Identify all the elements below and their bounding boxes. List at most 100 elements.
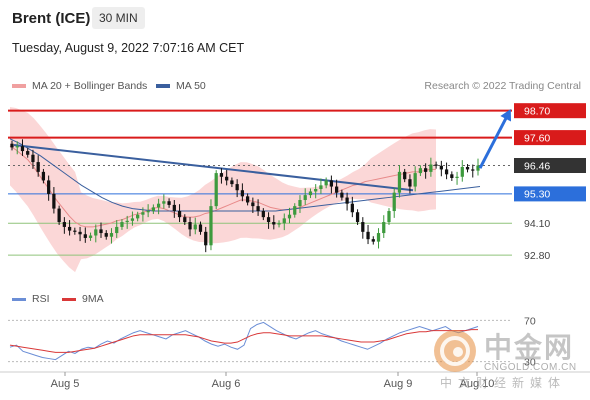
legend-ma50: MA 50	[156, 80, 206, 92]
x-tick-label: Aug 6	[212, 378, 241, 390]
candle	[188, 222, 192, 230]
candle	[52, 193, 56, 209]
legend-bollinger: MA 20 + Bollinger Bands	[12, 80, 147, 92]
ma20-line	[9, 145, 436, 228]
rsi-line	[9, 321, 479, 361]
trendline	[13, 143, 414, 192]
candle	[204, 231, 208, 246]
candle	[162, 201, 166, 204]
instrument-title: Brent (ICE)	[12, 10, 91, 27]
candle	[476, 165, 480, 171]
candle	[429, 164, 433, 172]
candle	[329, 180, 334, 187]
candle	[240, 190, 245, 197]
candle	[444, 169, 449, 175]
rsi-swatch	[12, 297, 26, 301]
watermark-tagline: 中文财经新媒体	[440, 376, 567, 390]
candle	[78, 231, 82, 235]
level-tag-98-70: 98.70	[524, 105, 550, 117]
candle	[471, 169, 475, 171]
candle	[235, 184, 239, 191]
chart-header: Brent (ICE) 30 MIN	[0, 0, 590, 36]
candle	[41, 171, 46, 181]
candle	[125, 220, 129, 223]
candle	[366, 231, 370, 240]
rsi-ma9-line	[9, 329, 478, 353]
level-tag-97-60: 97.60	[524, 132, 550, 144]
candle	[460, 166, 464, 177]
forecast-arrow	[478, 113, 510, 169]
candle	[146, 211, 150, 213]
candle	[340, 192, 344, 198]
x-tick-label: Aug 5	[51, 378, 80, 390]
candle	[36, 162, 40, 172]
level-tag-bg	[514, 186, 586, 202]
candle	[335, 186, 339, 193]
candle	[403, 171, 407, 180]
candle	[141, 212, 145, 215]
candle	[198, 224, 203, 232]
candle	[314, 189, 318, 192]
level-tag-95-30: 95.30	[524, 189, 550, 201]
candle	[183, 217, 187, 223]
ma9-swatch	[62, 297, 76, 301]
candle	[15, 146, 19, 148]
candle	[67, 226, 72, 231]
candle	[424, 168, 428, 172]
candle	[83, 234, 87, 238]
candle	[371, 239, 375, 242]
forecast-arrowhead	[500, 109, 512, 122]
candle	[298, 200, 302, 207]
candle	[151, 207, 155, 212]
candle	[308, 191, 313, 196]
candle	[277, 223, 281, 225]
legend-rsi-label: RSI	[32, 293, 50, 305]
candle	[31, 154, 35, 163]
candle	[177, 211, 182, 218]
candle	[214, 173, 218, 207]
candle	[287, 214, 292, 219]
ma50-swatch	[156, 84, 170, 88]
rsi-level-label: 30	[524, 357, 536, 369]
candle	[193, 224, 197, 230]
level-tag-bg	[514, 103, 586, 119]
candle	[109, 233, 114, 237]
candle	[282, 218, 286, 224]
candle	[209, 206, 213, 246]
candle	[20, 146, 25, 152]
legend-rsi: RSI	[12, 293, 50, 305]
candle	[62, 222, 66, 227]
cngold-logo-icon	[434, 330, 476, 372]
candle	[88, 235, 93, 238]
candle	[136, 214, 140, 219]
candle	[47, 180, 51, 194]
candle	[345, 197, 349, 204]
candle	[293, 206, 297, 215]
candle	[172, 204, 176, 212]
candle	[439, 165, 443, 170]
candle	[387, 211, 391, 223]
candle	[272, 222, 276, 225]
level-label-94-10: 94.10	[524, 218, 550, 230]
candle	[376, 233, 381, 242]
watermark-url: CNGOLD.COM.CN	[484, 362, 577, 373]
candle	[418, 168, 423, 174]
candle	[156, 203, 161, 208]
candle	[382, 222, 386, 234]
timeframe-button[interactable]: 30 MIN	[92, 7, 145, 29]
bollinger-swatch	[12, 84, 26, 88]
bollinger-band	[10, 107, 436, 273]
candle	[26, 151, 30, 155]
candle	[465, 166, 470, 170]
research-credit: Research © 2022 Trading Central	[424, 80, 581, 92]
candle	[167, 201, 171, 205]
candle	[303, 195, 307, 201]
candle	[408, 179, 412, 187]
candle	[413, 173, 417, 187]
level-tag-96-46: 96.46	[524, 160, 550, 172]
candle	[130, 218, 135, 221]
candle	[324, 180, 328, 186]
candle	[397, 171, 402, 193]
candle	[219, 173, 224, 177]
